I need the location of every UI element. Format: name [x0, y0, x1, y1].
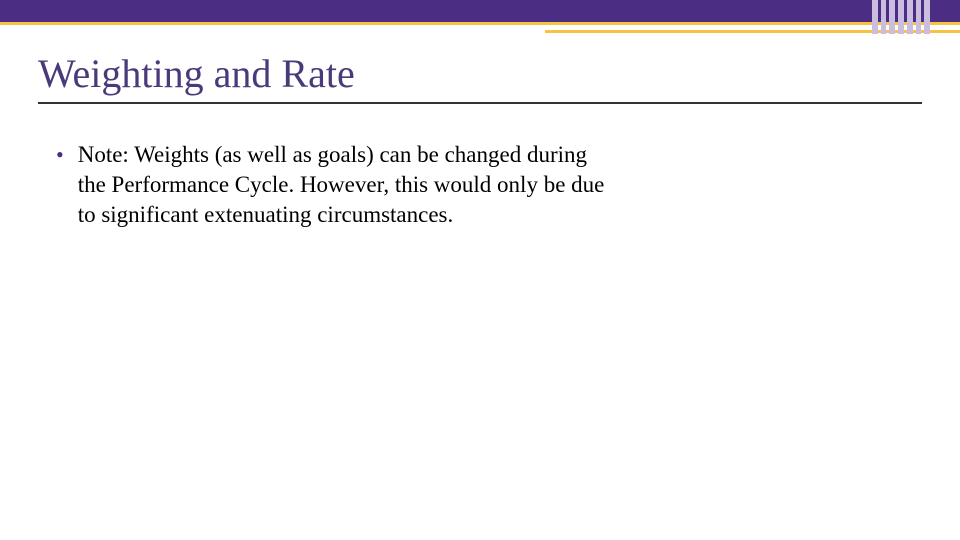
decorative-stripes: [872, 0, 930, 34]
slide-body: • Note: Weights (as well as goals) can b…: [56, 140, 616, 230]
gold-accent-line-full: [0, 22, 960, 25]
bullet-marker-icon: •: [56, 140, 64, 170]
title-underline: [38, 102, 922, 104]
top-purple-band: [0, 0, 960, 22]
bullet-text: Note: Weights (as well as goals) can be …: [78, 140, 616, 230]
bullet-item: • Note: Weights (as well as goals) can b…: [56, 140, 616, 230]
slide-title: Weighting and Rate: [38, 52, 355, 96]
